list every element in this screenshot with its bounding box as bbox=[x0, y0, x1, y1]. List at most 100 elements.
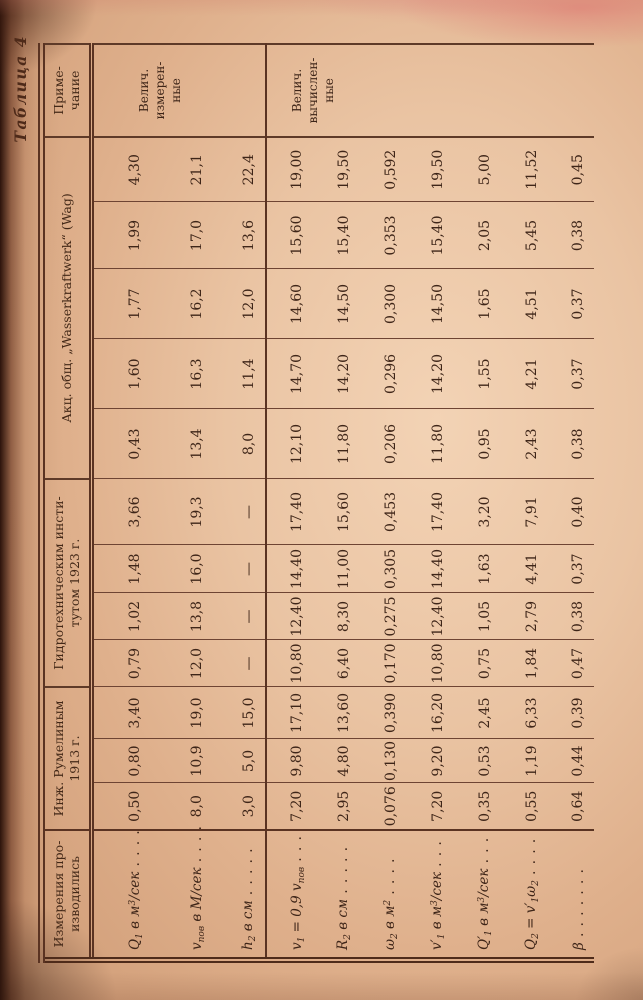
value-cell: 4,30 bbox=[91, 136, 162, 202]
value-cell: 11,80 bbox=[406, 408, 454, 479]
value-cell: 8,0 bbox=[217, 408, 266, 479]
value-cell: 0,300 bbox=[359, 268, 407, 339]
table-row: ω2 в м2 . . . . 0,076 0,130 0,390 0,170 0,275… bbox=[359, 44, 407, 960]
value-cell: 16,0 bbox=[161, 544, 218, 593]
row-label: R2 в см . . . . . bbox=[312, 830, 360, 960]
value-cell: 1,02 bbox=[91, 592, 162, 640]
value-cell: 9,80 bbox=[265, 739, 313, 783]
value-cell: 16,20 bbox=[406, 686, 454, 739]
value-cell: 0,35 bbox=[476, 790, 493, 822]
value-cell: 12,0 bbox=[217, 268, 266, 339]
value-cell: 6,40 bbox=[312, 639, 360, 687]
value-cell: 22,4 bbox=[217, 136, 266, 202]
table-row: v1 = 0,9 vпов . . . 7,20 9,80 17,10 10,80 12,… bbox=[265, 43, 594, 960]
value-cell: 0,076 bbox=[382, 786, 399, 827]
header-group-rumelin: Инж. Румелиным 1913 г. bbox=[41, 686, 92, 830]
row-label: Q1 в м3/сек . . . . bbox=[91, 829, 162, 960]
value-cell: 12,40 bbox=[265, 592, 313, 640]
value-cell: 0,296 bbox=[359, 338, 407, 409]
dot-leaders: . . . bbox=[288, 835, 305, 867]
table-row: h2 в см . . . . . 3,0 5,0 15,0— — — —8,0 11,4 12… bbox=[217, 44, 266, 960]
value-cell: 7,91 bbox=[500, 478, 548, 545]
value-cell: 17,40 bbox=[406, 478, 454, 545]
value-cell: 5,00 bbox=[453, 136, 501, 202]
value-cell: 0,53 bbox=[453, 739, 501, 783]
value-cell: 0,453 bbox=[359, 478, 407, 545]
value-cell: 14,20 bbox=[312, 338, 360, 409]
value-cell: 1,60 bbox=[91, 338, 162, 409]
dot-leaders: . . . . bbox=[523, 837, 539, 881]
value-cell: 4,41 bbox=[500, 544, 548, 593]
value-cell: 4,51 bbox=[500, 268, 548, 339]
value-cell: 13,8 bbox=[161, 592, 218, 640]
value-cell: 1,55 bbox=[453, 338, 501, 409]
value-cell: 2,43 bbox=[500, 408, 548, 479]
value-cell: 0,79 bbox=[91, 639, 162, 687]
value-cell: 1,65 bbox=[453, 268, 501, 339]
value-cell: 3,66 bbox=[91, 478, 162, 545]
value-cell: 6,33 bbox=[500, 686, 548, 739]
value-cell: 16,2 bbox=[161, 268, 218, 339]
note-cell: Велич. измерен-ные bbox=[91, 43, 266, 137]
value-cell: 0,390 bbox=[359, 686, 407, 739]
value-cell: 4,21 bbox=[500, 338, 548, 409]
value-cell: 11,00 bbox=[312, 544, 360, 593]
value-cell: 3,0 bbox=[217, 783, 266, 830]
value-cell: 1,48 bbox=[91, 544, 162, 593]
value-cell: 15,40 bbox=[312, 201, 360, 269]
value-cell: 0,38 bbox=[547, 408, 594, 479]
header-group-hydro-institute: Гидротехническим инсти-тутом 1923 г. bbox=[41, 478, 92, 687]
value-cell: 4,80 bbox=[312, 739, 360, 783]
row-label: vпов в М/сек . . . . bbox=[161, 825, 218, 960]
value-cell: 11,80 bbox=[312, 408, 360, 479]
value-cell: 15,60 bbox=[312, 478, 360, 545]
row-label: h2 в см . . . . . bbox=[217, 830, 266, 960]
value-cell: 12,40 bbox=[406, 592, 454, 640]
value-cell: 1,19 bbox=[500, 739, 548, 783]
value-cell: 0,55 bbox=[523, 790, 540, 822]
value-cell: 0,44 bbox=[547, 739, 594, 783]
table-row: Q′1 в м3/сек . . . 0,35 0,53 2,45 0,75 1,05 1,… bbox=[453, 44, 501, 960]
value-cell: 11,4 bbox=[217, 338, 266, 409]
value-cell: 13,6 bbox=[217, 201, 266, 269]
value-cell: 3,20 bbox=[453, 478, 501, 545]
table-row: Q1 в м3/сек . . . . 0,50 0,80 3,40 0,79 1,02 1… bbox=[91, 43, 266, 960]
value-cell: 0,39 bbox=[547, 686, 594, 739]
value-cell: 13,4 bbox=[161, 408, 218, 479]
value-cell: 0,75 bbox=[453, 639, 501, 687]
value-cell: 1,84 bbox=[500, 639, 548, 687]
value-cell: 0,37 bbox=[547, 338, 594, 409]
dot-leaders: . . . . bbox=[382, 857, 398, 900]
dot-leaders: . . . . . bbox=[335, 845, 351, 899]
value-cell: 16,3 bbox=[161, 338, 218, 409]
value-cell: 10,80 bbox=[406, 639, 454, 687]
value-cell: 0,275 bbox=[359, 592, 407, 640]
value-cell: 0,43 bbox=[91, 408, 162, 479]
value-cell: 10,80 bbox=[265, 639, 313, 687]
value-cell: 8,30 bbox=[312, 592, 360, 640]
value-cell: 14,60 bbox=[265, 268, 313, 339]
row-label: Q′1 в м3/сек . . . bbox=[453, 830, 501, 960]
value-cell: 9,20 bbox=[406, 739, 454, 783]
dot-leaders: . . . . . . . bbox=[570, 868, 587, 943]
dot-leaders: . . . bbox=[429, 840, 445, 873]
value-cell: 17,40 bbox=[265, 478, 313, 545]
value-cell: 11,52 bbox=[500, 136, 548, 202]
row-label: ω2 в м2 . . . . bbox=[359, 830, 407, 960]
table-row: R2 в см . . . . . 2,95 4,80 13,60 6,40 8,30 11… bbox=[312, 44, 360, 960]
value-cell: — bbox=[217, 478, 266, 545]
value-cell: 17,0 bbox=[161, 201, 218, 269]
value-cell: 14,50 bbox=[312, 268, 360, 339]
value-cell: 19,00 bbox=[265, 136, 313, 202]
value-cell: 19,3 bbox=[161, 478, 218, 545]
value-cell: 14,40 bbox=[406, 544, 454, 593]
table-row: Q2 = v′1ω2 . . . . 0,55 1,19 6,33 1,84 2,79 4,… bbox=[500, 44, 548, 960]
value-cell: 7,20 bbox=[289, 790, 305, 822]
value-cell: 0,40 bbox=[547, 478, 594, 545]
value-cell: 19,0 bbox=[161, 686, 218, 739]
value-cell: 13,60 bbox=[312, 686, 360, 739]
value-cell: 0,47 bbox=[547, 639, 594, 687]
note-cell: Велич. вычислен-ные bbox=[265, 43, 594, 137]
value-cell: 14,50 bbox=[406, 268, 454, 339]
